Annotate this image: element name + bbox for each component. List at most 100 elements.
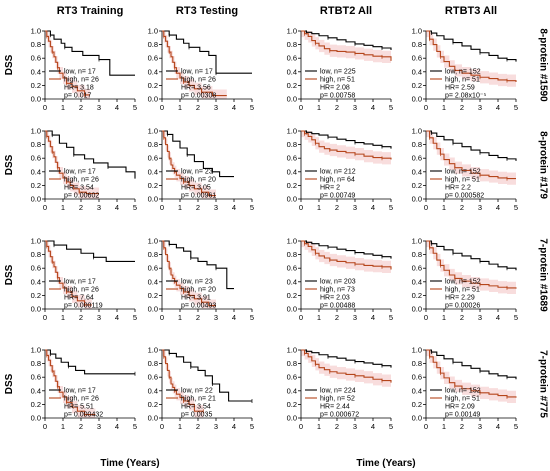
legend-low: low, n= 17 xyxy=(64,279,96,286)
km-curve-low xyxy=(301,30,392,51)
legend-hr: HR= 2.03 xyxy=(320,295,350,302)
x-tick-label: 0 xyxy=(160,103,164,112)
legend-hr: HR= 3.54 xyxy=(64,185,94,192)
x-tick-label: 3 xyxy=(353,103,357,112)
x-tick-label: 4 xyxy=(232,103,236,112)
y-tick-label: 0.0 xyxy=(412,414,422,423)
x-tick-label: 0 xyxy=(299,313,303,322)
km-panel: 0.0 0.2 0.4 0.6 0.8 1.0 0 1 2 3 4 5 low, n= 152high,… xyxy=(412,27,519,113)
legend-high: high, n= 26 xyxy=(64,396,99,403)
column-title: RTBT3 All xyxy=(445,5,497,17)
x-tick-label: 3 xyxy=(478,422,482,431)
x-tick-label: 0 xyxy=(160,203,164,212)
x-tick-label: 0 xyxy=(43,103,47,112)
y-tick-label: 1.0 xyxy=(412,127,422,136)
legend-hr: HR= 2.08 xyxy=(320,85,350,92)
legend-low: low, n= 17 xyxy=(64,69,96,76)
y-tick-label: 0.6 xyxy=(31,373,41,382)
y-tick-label: 0.8 xyxy=(287,359,297,368)
y-tick-label: 0.6 xyxy=(287,373,297,382)
x-tick-label: 1 xyxy=(178,203,182,212)
y-tick-label: 0.4 xyxy=(31,386,41,395)
x-tick-label: 0 xyxy=(299,422,303,431)
legend-hr: HR= 3.56 xyxy=(181,85,211,92)
x-tick-label: 2 xyxy=(335,203,339,212)
column-title: RT3 Testing xyxy=(176,5,238,17)
column-title: RTBT2 All xyxy=(320,5,372,17)
y-tick-label: 1.0 xyxy=(412,237,422,246)
legend-high: high, n= 51 xyxy=(320,77,355,84)
y-tick-label: 0.2 xyxy=(31,181,41,190)
x-tick-label: 5 xyxy=(250,103,254,112)
km-curve-low xyxy=(301,349,392,368)
km-curve-high xyxy=(45,130,99,195)
x-tick-label: 5 xyxy=(514,203,518,212)
km-curve-low xyxy=(45,130,136,179)
x-tick-label: 4 xyxy=(232,203,236,212)
legend-low: low, n= 17 xyxy=(64,169,96,176)
x-tick-label: 1 xyxy=(61,422,65,431)
km-curve-low xyxy=(162,130,234,178)
km-panel: 0.0 0.2 0.4 0.6 0.8 1.0 0 1 2 3 4 5 low, n= 225high,… xyxy=(287,27,394,113)
km-curve-low xyxy=(426,130,517,161)
column-title: RT3 Training xyxy=(57,5,124,17)
x-tick-label: 3 xyxy=(478,103,482,112)
x-tick-label: 5 xyxy=(133,422,137,431)
legend-low: low, n= 203 xyxy=(320,279,356,286)
y-tick-label: 0.2 xyxy=(31,81,41,90)
y-tick-label: 1.0 xyxy=(287,346,297,355)
legend-high: high, n= 21 xyxy=(181,396,216,403)
ci-band-high xyxy=(426,241,516,295)
x-axis-titles: Time (Years) Time (Years) xyxy=(100,458,415,469)
km-panel: DSS 0.0 0.2 0.4 0.6 0.8 1.0 0 1 2 3 4 5 low, n= 17hig… xyxy=(4,27,137,113)
x-tick-label: 4 xyxy=(371,203,375,212)
y-tick-label: 0.6 xyxy=(287,154,297,163)
y-tick-label: 0.8 xyxy=(31,40,41,49)
legend-hr: HR= 2.09 xyxy=(445,404,475,411)
y-tick-label: 0.0 xyxy=(148,95,158,104)
y-tick-label: 0.2 xyxy=(412,181,422,190)
y-tick-label: 0.6 xyxy=(412,54,422,63)
x-tick-label: 5 xyxy=(250,422,254,431)
x-tick-label: 2 xyxy=(79,313,83,322)
y-tick-label: 1.0 xyxy=(412,346,422,355)
y-tick-label: 0.4 xyxy=(287,67,297,76)
km-curve-high xyxy=(45,349,96,416)
km-panel: 0.0 0.2 0.4 0.6 0.8 1.0 0 1 2 3 4 5 low, n= 224high,… xyxy=(287,346,394,432)
y-tick-label: 0.8 xyxy=(31,359,41,368)
y-axis-title: DSS xyxy=(4,264,15,285)
km-curve-low xyxy=(162,30,252,74)
x-tick-label: 0 xyxy=(299,103,303,112)
x-tick-label: 5 xyxy=(389,422,393,431)
y-tick-label: 1.0 xyxy=(31,346,41,355)
y-tick-label: 0.2 xyxy=(287,291,297,300)
x-tick-label: 1 xyxy=(61,203,65,212)
legend-p: p= 0.00493 xyxy=(181,303,216,310)
legend-high: high, n= 51 xyxy=(445,287,480,294)
legend-high: high, n= 73 xyxy=(320,287,355,294)
ci-band-high xyxy=(45,241,92,309)
x-tick-label: 1 xyxy=(442,313,446,322)
y-tick-label: 0.8 xyxy=(148,250,158,259)
legend-p: p= 0.00749 xyxy=(320,193,355,200)
x-tick-label: 4 xyxy=(115,313,119,322)
y-tick-label: 1.0 xyxy=(148,27,158,36)
y-tick-label: 0.6 xyxy=(31,154,41,163)
x-tick-label: 3 xyxy=(478,203,482,212)
y-tick-label: 0.6 xyxy=(31,264,41,273)
x-tick-label: 4 xyxy=(371,103,375,112)
x-tick-label: 2 xyxy=(196,313,200,322)
km-panel: 0.0 0.2 0.4 0.6 0.8 1.0 0 1 2 3 4 5 low, n= 17high, … xyxy=(148,27,255,113)
row-label: 8-protein #1590 xyxy=(537,28,548,102)
x-tick-label: 0 xyxy=(160,422,164,431)
x-tick-label: 2 xyxy=(196,103,200,112)
x-tick-label: 5 xyxy=(389,313,393,322)
x-tick-label: 5 xyxy=(514,422,518,431)
legend-high: high, n= 52 xyxy=(320,396,355,403)
row-label: 8-protein #179 xyxy=(537,131,548,199)
x-tick-label: 2 xyxy=(335,422,339,431)
x-tick-label: 2 xyxy=(79,103,83,112)
y-tick-label: 0.4 xyxy=(287,386,297,395)
legend-low: low, n= 152 xyxy=(445,69,481,76)
x-tick-label: 3 xyxy=(353,313,357,322)
